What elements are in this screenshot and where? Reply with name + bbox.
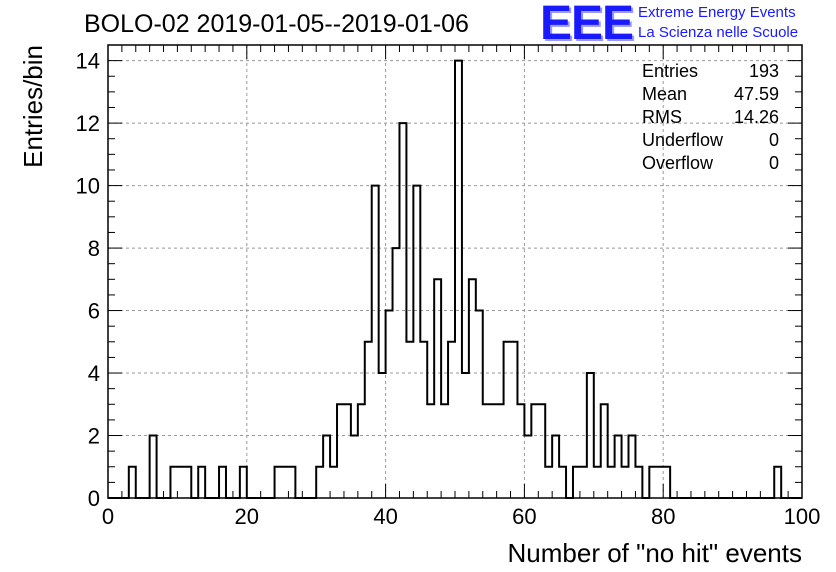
histogram-bin xyxy=(344,404,351,498)
stat-value: 0 xyxy=(768,130,779,150)
x-tick-label: 0 xyxy=(102,504,114,529)
histogram-bin xyxy=(170,467,177,498)
y-axis-label: Entries/bin xyxy=(18,45,48,168)
histogram-bin xyxy=(615,436,622,498)
histogram-bin xyxy=(427,404,434,498)
histogram-bin xyxy=(330,467,337,498)
histogram-bin xyxy=(594,467,601,498)
stat-label: Mean xyxy=(642,84,688,104)
histogram-bin xyxy=(150,436,157,498)
histogram-bin xyxy=(406,342,413,498)
stat-value: 0 xyxy=(768,153,779,173)
histogram-bin xyxy=(545,467,552,498)
histogram-bin xyxy=(177,467,184,498)
stat-value: 14.26 xyxy=(733,107,779,127)
x-tick-label: 40 xyxy=(373,504,397,529)
stat-label: Entries xyxy=(642,61,699,81)
histogram-bin xyxy=(649,467,656,498)
x-tick-label: 100 xyxy=(784,504,821,529)
stat-label: RMS xyxy=(642,107,682,127)
stat-row-entries: Entries 193 xyxy=(642,60,779,83)
x-axis-label: Number of "no hit" events xyxy=(508,538,803,568)
histogram-bin xyxy=(622,467,629,498)
histogram-bin xyxy=(608,467,615,498)
histogram-bin xyxy=(601,404,608,498)
y-tick-label: 8 xyxy=(88,236,100,261)
histogram-bin xyxy=(455,61,462,498)
stat-row-underflow: Underflow 0 xyxy=(642,129,779,152)
y-tick-label: 14 xyxy=(76,49,100,74)
histogram-bin xyxy=(635,467,642,498)
histogram-bin xyxy=(240,467,247,498)
logo-subtitle-line1: Extreme Energy Events xyxy=(638,4,796,21)
histogram-bin xyxy=(420,342,427,498)
histogram-bin xyxy=(337,404,344,498)
histogram-bin xyxy=(275,467,282,498)
stats-box: Entries 193 Mean 47.59 RMS 14.26 Underfl… xyxy=(642,60,779,175)
histogram-bin xyxy=(434,279,441,498)
histogram-bin xyxy=(184,467,191,498)
y-tick-label: 10 xyxy=(76,174,100,199)
histogram-bin xyxy=(386,311,393,498)
histogram-bin xyxy=(524,436,531,498)
histogram-bin xyxy=(358,404,365,498)
histogram-bin xyxy=(497,404,504,498)
histogram-bin xyxy=(413,186,420,498)
histogram-bin xyxy=(219,467,226,498)
y-tick-label: 6 xyxy=(88,299,100,324)
y-tick-label: 2 xyxy=(88,424,100,449)
histogram-bin xyxy=(573,467,580,498)
histogram-bin xyxy=(580,467,587,498)
histogram-bin xyxy=(323,436,330,498)
histogram-bin xyxy=(448,342,455,498)
histogram-bin xyxy=(531,404,538,498)
histogram-bin xyxy=(372,186,379,498)
histogram-bin xyxy=(629,436,636,498)
y-tick-label: 0 xyxy=(88,486,100,511)
histogram-bin xyxy=(365,342,372,498)
eee-logo: EEE xyxy=(540,0,634,50)
histogram-bin xyxy=(511,342,518,498)
histogram-bin xyxy=(552,436,559,498)
logo-subtitle-line2: La Scienza nelle Scuole xyxy=(638,24,799,41)
stat-row-overflow: Overflow 0 xyxy=(642,152,779,175)
stat-row-rms: RMS 14.26 xyxy=(642,106,779,129)
x-tick-label: 80 xyxy=(651,504,675,529)
histogram-bin xyxy=(656,467,663,498)
x-tick-label: 20 xyxy=(235,504,259,529)
stat-label: Underflow xyxy=(642,130,724,150)
histogram-bin xyxy=(441,404,448,498)
histogram-bin xyxy=(476,311,483,498)
histogram-bin xyxy=(517,404,524,498)
stat-value: 193 xyxy=(748,61,779,81)
histogram-bin xyxy=(469,279,476,498)
histogram-bin xyxy=(351,436,358,498)
stat-label: Overflow xyxy=(642,153,714,173)
histogram-bin xyxy=(663,467,670,498)
y-tick-label: 4 xyxy=(88,361,100,386)
stat-row-mean: Mean 47.59 xyxy=(642,83,779,106)
y-tick-label: 12 xyxy=(76,111,100,136)
chart-title: BOLO-02 2019-01-05--2019-01-06 xyxy=(84,10,469,38)
stat-value: 47.59 xyxy=(733,84,779,104)
histogram-bin xyxy=(198,467,205,498)
histogram-bin xyxy=(538,404,545,498)
histogram-bin xyxy=(774,467,781,498)
histogram-bin xyxy=(483,404,490,498)
histogram-bin xyxy=(282,467,289,498)
histogram-bin xyxy=(288,467,295,498)
histogram-bin xyxy=(129,467,136,498)
histogram-bin xyxy=(316,467,323,498)
histogram-bin xyxy=(559,467,566,498)
x-tick-label: 60 xyxy=(512,504,536,529)
histogram-bin xyxy=(504,342,511,498)
histogram-bin xyxy=(490,404,497,498)
